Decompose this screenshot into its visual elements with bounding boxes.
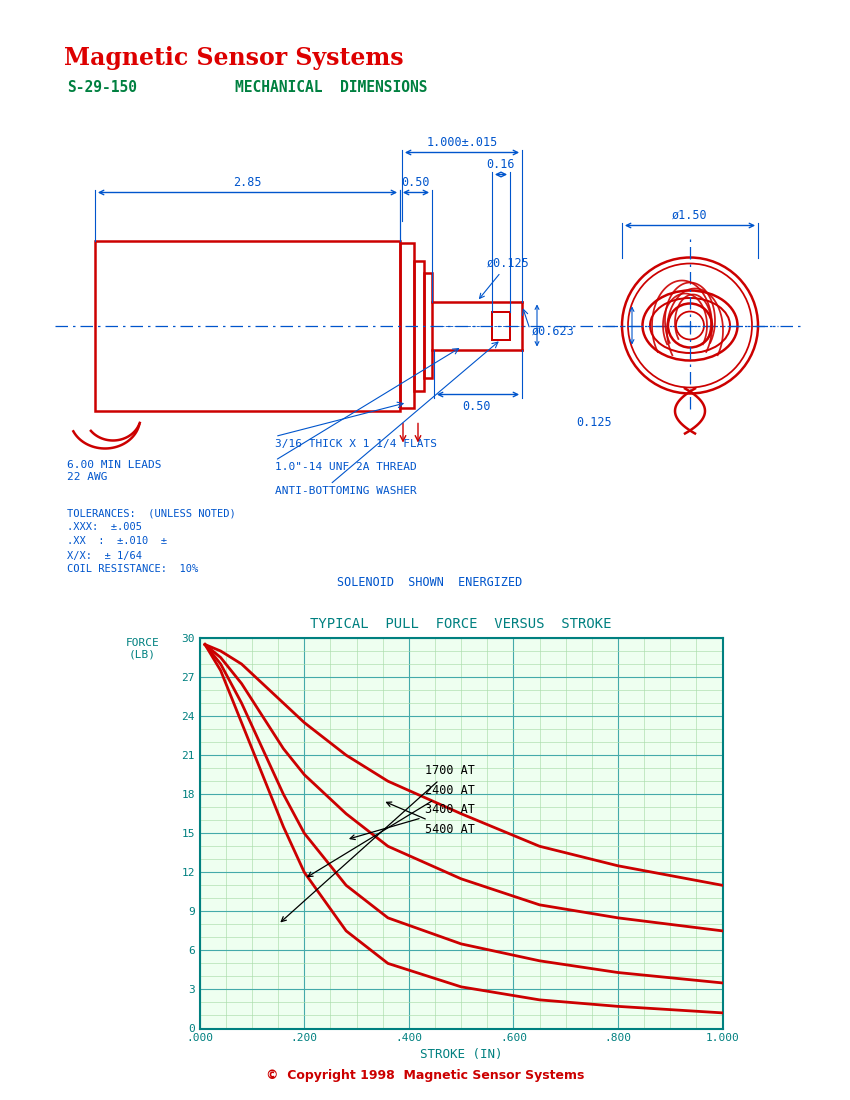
Y-axis label: FORCE
(LB): FORCE (LB) <box>125 638 159 660</box>
Title: TYPICAL  PULL  FORCE  VERSUS  STROKE: TYPICAL PULL FORCE VERSUS STROKE <box>310 617 612 631</box>
Text: 2.85: 2.85 <box>233 176 262 188</box>
Text: 1700 AT: 1700 AT <box>281 764 474 922</box>
Text: ANTI-BOTTOMING WASHER: ANTI-BOTTOMING WASHER <box>275 486 416 496</box>
Text: ø0.623: ø0.623 <box>532 324 575 338</box>
Text: 0.50: 0.50 <box>402 176 430 188</box>
Text: 2400 AT: 2400 AT <box>308 784 474 877</box>
Text: TOLERANCES:  (UNLESS NOTED)
.XXX:  ±.005
.XX  :  ±.010  ±
X/X:  ± 1/64
COIL RESI: TOLERANCES: (UNLESS NOTED) .XXX: ±.005 .… <box>67 508 235 574</box>
Text: 1.000±.015: 1.000±.015 <box>427 135 497 149</box>
Text: 0.125: 0.125 <box>576 416 612 429</box>
Bar <box>400 243 414 408</box>
Text: SOLENOID  SHOWN  ENERGIZED: SOLENOID SHOWN ENERGIZED <box>337 575 523 589</box>
Bar <box>492 311 510 340</box>
Text: 3400 AT: 3400 AT <box>350 803 474 839</box>
Text: Magnetic Sensor Systems: Magnetic Sensor Systems <box>64 46 404 70</box>
Text: MECHANICAL  DIMENSIONS: MECHANICAL DIMENSIONS <box>235 80 428 96</box>
Text: 1.0"-14 UNF 2A THREAD: 1.0"-14 UNF 2A THREAD <box>275 462 416 473</box>
Text: 3/16 THICK X 1 1/4 FLATS: 3/16 THICK X 1 1/4 FLATS <box>275 439 437 449</box>
Text: 5400 AT: 5400 AT <box>387 802 474 836</box>
X-axis label: STROKE (IN): STROKE (IN) <box>420 1047 502 1060</box>
Text: 6.00 MIN LEADS
22 AWG: 6.00 MIN LEADS 22 AWG <box>67 461 162 482</box>
Text: S-29-150: S-29-150 <box>67 80 137 96</box>
Text: ø1.50: ø1.50 <box>672 209 708 221</box>
Text: ø0.125: ø0.125 <box>479 256 530 298</box>
Text: 0.50: 0.50 <box>462 400 491 414</box>
Bar <box>414 261 424 390</box>
Text: 0.16: 0.16 <box>487 157 515 170</box>
Bar <box>95 241 400 410</box>
Text: ©  Copyright 1998  Magnetic Sensor Systems: © Copyright 1998 Magnetic Sensor Systems <box>266 1069 584 1082</box>
Bar <box>424 273 432 378</box>
